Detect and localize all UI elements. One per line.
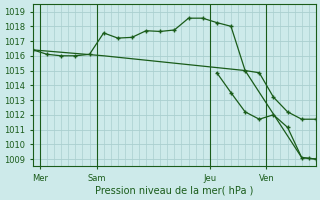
X-axis label: Pression niveau de la mer( hPa ): Pression niveau de la mer( hPa ) (95, 186, 253, 196)
